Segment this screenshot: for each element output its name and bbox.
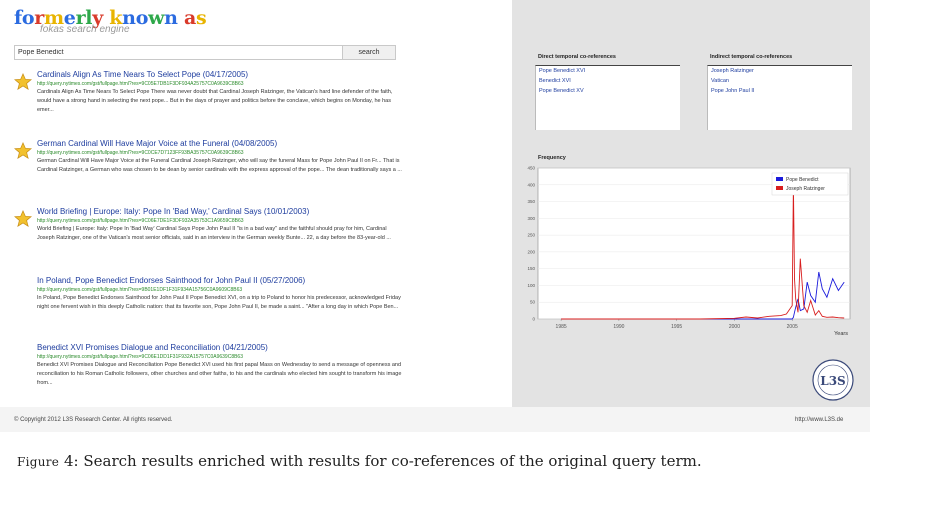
- direct-coref-list: Pope Benedict XVI Benedict XVI Pope Bene…: [535, 65, 680, 130]
- figure-label: Figure: [17, 455, 60, 469]
- frequency-label: Frequency: [538, 155, 566, 161]
- logo-letter: y: [92, 7, 103, 29]
- coref-link[interactable]: Vatican: [711, 78, 729, 84]
- search-input[interactable]: [14, 45, 346, 60]
- coref-link[interactable]: Pope Benedict XV: [539, 88, 584, 94]
- y-tick-label: 400: [527, 182, 535, 187]
- legend-swatch: [776, 186, 783, 190]
- y-tick-label: 100: [527, 283, 535, 288]
- result-url[interactable]: http://query.nytimes.com/gst/fullpage.ht…: [37, 150, 244, 156]
- x-axis-label: Years: [834, 331, 848, 337]
- result-item: In Poland, Pope Benedict Endorses Sainth…: [14, 276, 404, 331]
- logo-letter: o: [135, 7, 149, 29]
- x-tick-label: 2005: [787, 324, 798, 330]
- result-title[interactable]: Benedict XVI Promises Dialogue and Recon…: [37, 343, 268, 352]
- logo[interactable]: formerly known as: [14, 7, 207, 29]
- x-tick-label: 1990: [613, 324, 624, 330]
- result-url[interactable]: http://query.nytimes.com/gst/fullpage.ht…: [37, 287, 243, 293]
- logo-letter: s: [195, 7, 207, 29]
- x-tick-label: 1995: [671, 324, 682, 330]
- logo-letter: k: [109, 7, 123, 29]
- result-snippet: Cardinals Align As Time Nears To Select …: [37, 89, 393, 113]
- logo-letter: n: [164, 7, 178, 29]
- frequency-chart: 0 50 100 150 200 250 300 350 400 450 1985 1990 1995 2…: [527, 166, 851, 337]
- coref-link[interactable]: Pope John Paul II: [711, 88, 755, 94]
- figure-caption: Figure 4: Search results enriched with r…: [17, 452, 702, 470]
- legend-label: Joseph Ratzinger: [786, 186, 825, 192]
- result-title[interactable]: German Cardinal Will Have Major Voice at…: [37, 139, 278, 148]
- l3s-seal-logo: L3S: [812, 359, 854, 401]
- logo-letter: w: [148, 7, 165, 29]
- result-url[interactable]: http://query.nytimes.com/gst/fullpage.ht…: [37, 354, 243, 360]
- search-button[interactable]: search: [342, 45, 396, 60]
- star-icon[interactable]: [14, 142, 32, 160]
- screenshot-frame: formerly known as fokas search engine se…: [0, 0, 870, 432]
- copyright-text: © Copyright 2012 L3S Research Center. Al…: [14, 417, 173, 423]
- indirect-coref-list: Joseph Ratzinger Vatican Pope John Paul …: [707, 65, 852, 130]
- logo-letter: r: [75, 7, 86, 29]
- result-snippet: German Cardinal Will Have Major Voice at…: [37, 158, 402, 173]
- caption-text: Search results enriched with results for…: [83, 452, 702, 470]
- y-tick-label: 50: [530, 300, 536, 305]
- legend-label: Pope Benedict: [786, 177, 819, 183]
- coref-link[interactable]: Benedict XVI: [539, 78, 571, 84]
- x-tick-label: 1985: [556, 324, 567, 330]
- result-item: German Cardinal Will Have Major Voice at…: [14, 139, 404, 194]
- result-url[interactable]: http://query.nytimes.com/gst/fullpage.ht…: [37, 218, 244, 224]
- y-tick-label: 250: [527, 233, 535, 238]
- logo-letter: r: [34, 7, 44, 29]
- result-snippet: In Poland, Pope Benedict Endorses Sainth…: [37, 295, 401, 310]
- y-tick-label: 150: [527, 266, 535, 271]
- tagline: fokas search engine: [40, 24, 130, 35]
- logo-letter: a: [183, 7, 196, 29]
- y-tick-label: 200: [527, 249, 535, 254]
- result-snippet: World Briefing | Europe: Italy: Pope In …: [37, 226, 391, 241]
- y-tick-label: 0: [532, 317, 535, 322]
- footer-link[interactable]: http://www.L3S.de: [795, 417, 844, 423]
- seal-text: L3S: [820, 374, 845, 388]
- figure-number: 4:: [64, 452, 79, 470]
- x-tick-label: 2000: [729, 324, 740, 330]
- logo-letter: n: [122, 7, 136, 29]
- y-tick-label: 350: [527, 199, 535, 204]
- logo-letter: m: [43, 7, 64, 29]
- indirect-coref-header: Indirect temporal co-references: [710, 54, 793, 60]
- result-title[interactable]: World Briefing | Europe: Italy: Pope In …: [37, 207, 310, 216]
- footer: [0, 407, 870, 432]
- star-icon[interactable]: [14, 73, 32, 91]
- logo-letter: o: [21, 7, 35, 29]
- logo-letter: e: [63, 7, 76, 29]
- results-panel: formerly known as fokas search engine se…: [0, 0, 512, 407]
- logo-letter: f: [14, 7, 22, 29]
- y-tick-label: 300: [527, 216, 535, 221]
- result-title[interactable]: In Poland, Pope Benedict Endorses Sainth…: [37, 276, 306, 285]
- result-item: World Briefing | Europe: Italy: Pope In …: [14, 207, 404, 262]
- star-icon[interactable]: [14, 210, 32, 228]
- series-line-joseph-ratzinger: [561, 184, 845, 320]
- legend-box: [771, 172, 849, 196]
- result-url[interactable]: http://query.nytimes.com/gst/fullpage.ht…: [37, 81, 244, 87]
- direct-coref-header: Direct temporal co-references: [538, 54, 616, 60]
- result-snippet: Benedict XVI Promises Dialogue and Recon…: [37, 362, 402, 386]
- result-item: Benedict XVI Promises Dialogue and Recon…: [14, 343, 404, 398]
- y-tick-label: 450: [527, 166, 535, 171]
- legend-swatch: [776, 177, 783, 181]
- result-title[interactable]: Cardinals Align As Time Nears To Select …: [37, 70, 249, 79]
- result-item: Cardinals Align As Time Nears To Select …: [14, 70, 404, 125]
- coref-link[interactable]: Joseph Ratzinger: [711, 68, 754, 74]
- logo-letter: l: [85, 7, 93, 29]
- coref-link[interactable]: Pope Benedict XVI: [539, 68, 586, 74]
